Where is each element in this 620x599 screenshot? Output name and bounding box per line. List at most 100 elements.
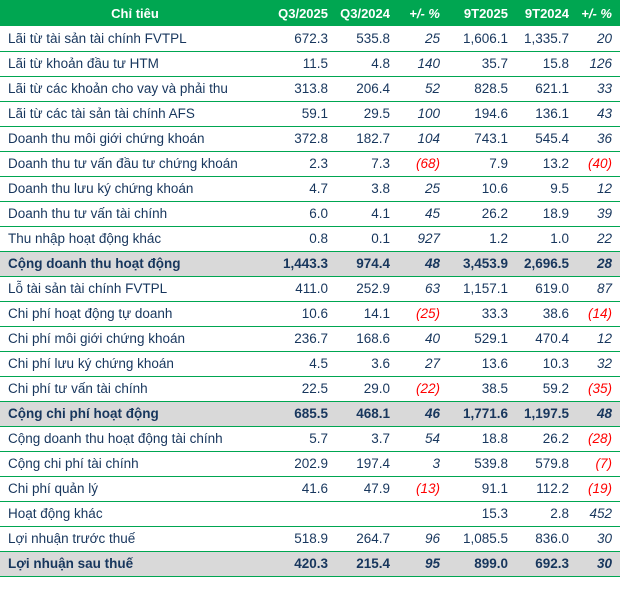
cell-change-9t: 33 xyxy=(577,76,620,102)
cell-q3-2024: 3.7 xyxy=(336,426,398,452)
cell-9t2025: 1.2 xyxy=(448,226,516,252)
cell-9t2025: 828.5 xyxy=(448,76,516,102)
cell-change-quarter xyxy=(398,501,448,527)
cell-9t2024: 10.3 xyxy=(516,351,577,377)
row-label: Lãi từ tài sản tài chính FVTPL xyxy=(0,26,270,52)
cell-q3-2024: 47.9 xyxy=(336,476,398,502)
cell-change-quarter: 48 xyxy=(398,251,448,277)
cell-9t2024: 1,335.7 xyxy=(516,26,577,52)
table-row: Hoạt động khác 15.3 2.8 452 xyxy=(0,501,620,527)
cell-q3-2024: 3.6 xyxy=(336,351,398,377)
cell-9t2025: 194.6 xyxy=(448,101,516,127)
row-label: Doanh thu lưu ký chứng khoán xyxy=(0,176,270,202)
table-row: Doanh thu lưu ký chứng khoán 4.7 3.8 25 … xyxy=(0,176,620,202)
row-label: Lợi nhuận sau thuế xyxy=(0,551,270,577)
cell-q3-2024: 168.6 xyxy=(336,326,398,352)
cell-q3-2024: 3.8 xyxy=(336,176,398,202)
cell-change-9t: 32 xyxy=(577,351,620,377)
cell-9t2025: 35.7 xyxy=(448,51,516,77)
cell-9t2025: 899.0 xyxy=(448,551,516,577)
row-label: Chi phí tư vấn tài chính xyxy=(0,376,270,402)
cell-9t2025: 1,606.1 xyxy=(448,26,516,52)
cell-q3-2025: 372.8 xyxy=(270,126,336,152)
cell-change-quarter: 63 xyxy=(398,276,448,302)
cell-q3-2025: 1,443.3 xyxy=(270,251,336,277)
table-row: Cộng doanh thu hoạt động tài chính 5.7 3… xyxy=(0,426,620,452)
cell-q3-2025: 6.0 xyxy=(270,201,336,227)
col-header-9t2024: 9T2024 xyxy=(516,0,577,26)
cell-q3-2024: 29.5 xyxy=(336,101,398,127)
row-label: Cộng chi phí tài chính xyxy=(0,451,270,477)
cell-9t2025: 529.1 xyxy=(448,326,516,352)
cell-9t2024: 26.2 xyxy=(516,426,577,452)
cell-9t2024: 619.0 xyxy=(516,276,577,302)
row-label: Doanh thu môi giới chứng khoán xyxy=(0,126,270,152)
cell-9t2025: 10.6 xyxy=(448,176,516,202)
table-row: Lợi nhuận sau thuế 420.3 215.4 95 899.0 … xyxy=(0,551,620,577)
cell-q3-2024 xyxy=(336,501,398,527)
cell-9t2025: 743.1 xyxy=(448,126,516,152)
table-row: Chi phí môi giới chứng khoán 236.7 168.6… xyxy=(0,326,620,352)
cell-change-quarter: 100 xyxy=(398,101,448,127)
row-label: Chi phí môi giới chứng khoán xyxy=(0,326,270,352)
cell-9t2025: 1,157.1 xyxy=(448,276,516,302)
cell-9t2025: 33.3 xyxy=(448,301,516,327)
cell-change-9t: 452 xyxy=(577,501,620,527)
cell-change-9t: 22 xyxy=(577,226,620,252)
cell-q3-2024: 264.7 xyxy=(336,526,398,552)
cell-9t2025: 26.2 xyxy=(448,201,516,227)
row-label: Lãi từ khoản đầu tư HTM xyxy=(0,51,270,77)
cell-q3-2025: 202.9 xyxy=(270,451,336,477)
table-row: Cộng doanh thu hoạt động 1,443.3 974.4 4… xyxy=(0,251,620,277)
table-row: Chi phí tư vấn tài chính 22.5 29.0 (22) … xyxy=(0,376,620,402)
cell-q3-2024: 197.4 xyxy=(336,451,398,477)
cell-change-9t: 20 xyxy=(577,26,620,52)
cell-change-quarter: 45 xyxy=(398,201,448,227)
cell-9t2025: 91.1 xyxy=(448,476,516,502)
row-label: Cộng doanh thu hoạt động tài chính xyxy=(0,426,270,452)
cell-9t2025: 7.9 xyxy=(448,151,516,177)
row-label: Lãi từ các khoản cho vay và phải thu xyxy=(0,76,270,102)
cell-q3-2025: 22.5 xyxy=(270,376,336,402)
cell-change-quarter: 927 xyxy=(398,226,448,252)
table-row: Thu nhập hoạt động khác 0.8 0.1 927 1.2 … xyxy=(0,226,620,252)
cell-9t2024: 136.1 xyxy=(516,101,577,127)
cell-q3-2025: 411.0 xyxy=(270,276,336,302)
table-row: Doanh thu tư vấn tài chính 6.0 4.1 45 26… xyxy=(0,201,620,227)
cell-change-quarter: (13) xyxy=(398,476,448,502)
col-header-q3-2024: Q3/2024 xyxy=(336,0,398,26)
row-label: Chi phí hoạt động tự doanh xyxy=(0,301,270,327)
col-header-change-quarter: +/- % xyxy=(398,0,448,26)
cell-change-9t: 39 xyxy=(577,201,620,227)
cell-change-9t: 87 xyxy=(577,276,620,302)
financial-results-table: Chỉ tiêu Q3/2025 Q3/2024 +/- % 9T2025 9T… xyxy=(0,0,620,577)
cell-q3-2025: 313.8 xyxy=(270,76,336,102)
cell-q3-2025: 685.5 xyxy=(270,401,336,427)
cell-q3-2024: 29.0 xyxy=(336,376,398,402)
col-header-change-9t: +/- % xyxy=(577,0,620,26)
col-header-chi-tieu: Chỉ tiêu xyxy=(0,0,270,26)
table-row: Lợi nhuận trước thuế 518.9 264.7 96 1,08… xyxy=(0,526,620,552)
cell-q3-2024: 206.4 xyxy=(336,76,398,102)
row-label: Lãi từ các tài sản tài chính AFS xyxy=(0,101,270,127)
cell-change-quarter: 27 xyxy=(398,351,448,377)
cell-change-quarter: (25) xyxy=(398,301,448,327)
cell-change-9t: 30 xyxy=(577,551,620,577)
table-row: Lỗ tài sản tài chính FVTPL 411.0 252.9 6… xyxy=(0,276,620,302)
table-row: Lãi từ các tài sản tài chính AFS 59.1 29… xyxy=(0,101,620,127)
cell-change-9t: 30 xyxy=(577,526,620,552)
header-row: Chỉ tiêu Q3/2025 Q3/2024 +/- % 9T2025 9T… xyxy=(0,0,620,26)
cell-change-quarter: 3 xyxy=(398,451,448,477)
row-label: Cộng chi phí hoạt động xyxy=(0,401,270,427)
row-label: Doanh thu tư vấn đầu tư chứng khoán xyxy=(0,151,270,177)
cell-q3-2025: 2.3 xyxy=(270,151,336,177)
table-row: Lãi từ các khoản cho vay và phải thu 313… xyxy=(0,76,620,102)
cell-q3-2025: 10.6 xyxy=(270,301,336,327)
cell-change-9t: (35) xyxy=(577,376,620,402)
table-row: Chi phí lưu ký chứng khoán 4.5 3.6 27 13… xyxy=(0,351,620,377)
table-body: Lãi từ tài sản tài chính FVTPL 672.3 535… xyxy=(0,26,620,577)
cell-q3-2024: 535.8 xyxy=(336,26,398,52)
cell-q3-2024: 252.9 xyxy=(336,276,398,302)
cell-9t2025: 3,453.9 xyxy=(448,251,516,277)
cell-9t2024: 1,197.5 xyxy=(516,401,577,427)
